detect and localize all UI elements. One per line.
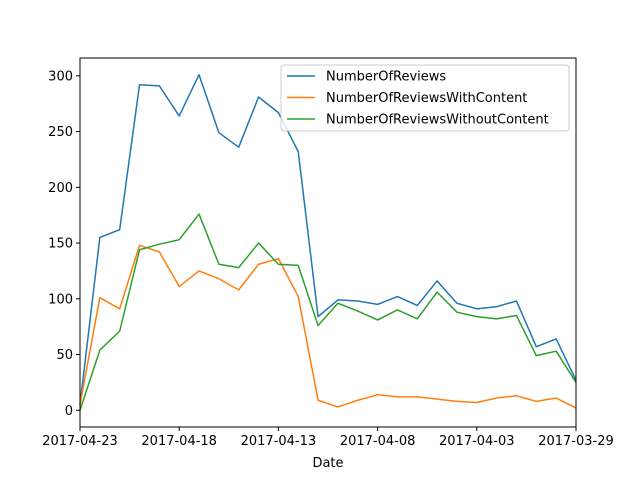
x-axis: 2017-04-23 2017-04-18 2017-04-13 2017-04-08… xyxy=(42,427,614,449)
x-tick-label: 2017-04-23 xyxy=(42,434,118,449)
plot-lines xyxy=(79,73,577,411)
legend: NumberOfReviews NumberOfReviewsWithConten… xyxy=(280,64,570,132)
legend-label-1: NumberOfReviewsWithContent xyxy=(326,91,527,106)
y-tick-label: 250 xyxy=(48,125,73,140)
y-tick-label: 200 xyxy=(48,181,73,196)
y-tick-label: 300 xyxy=(48,69,73,84)
x-tick-label: 2017-03-29 xyxy=(538,434,614,449)
x-tick-label: 2017-04-13 xyxy=(241,434,317,449)
x-tick-label: 2017-04-18 xyxy=(141,434,217,449)
legend-label-2: NumberOfReviewsWithoutContent xyxy=(326,113,549,128)
y-axis: 0 50 100 150 200 250 300 xyxy=(48,69,80,419)
axes-frame xyxy=(79,57,577,428)
y-tick-label: 150 xyxy=(48,237,73,252)
legend-label-0: NumberOfReviews xyxy=(326,70,446,85)
series-line-0 xyxy=(79,73,577,405)
legend-box xyxy=(280,64,570,132)
x-axis-label: Date xyxy=(312,456,343,471)
y-tick-label: 0 xyxy=(65,404,73,419)
y-tick-label: 50 xyxy=(56,348,73,363)
y-tick-label: 100 xyxy=(48,292,73,307)
x-tick-label: 2017-04-03 xyxy=(439,434,515,449)
series-line-1 xyxy=(79,244,577,409)
series-line-2 xyxy=(79,213,577,411)
x-tick-label: 2017-04-08 xyxy=(340,434,416,449)
